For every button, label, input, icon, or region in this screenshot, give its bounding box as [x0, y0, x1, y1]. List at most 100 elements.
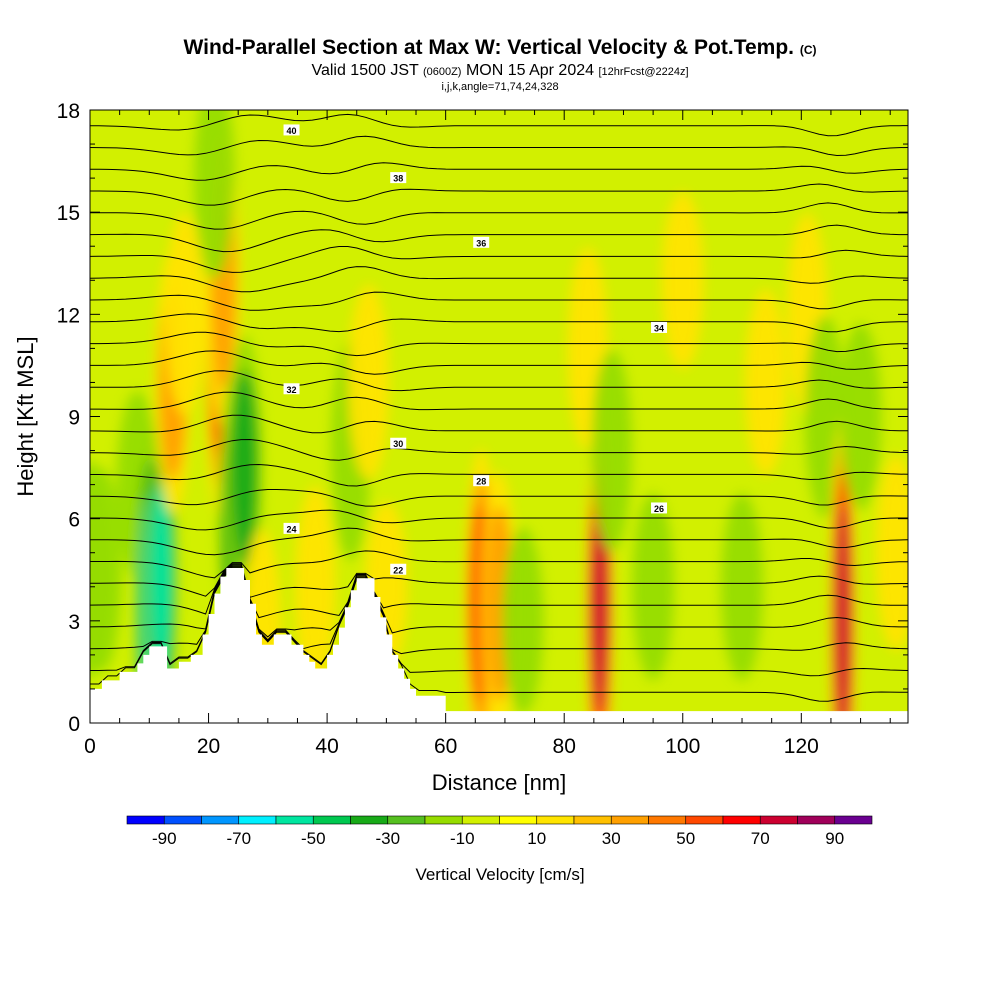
- velocity-cell: [348, 284, 390, 481]
- isentrope-line: [90, 414, 908, 434]
- colorbar-label: 90: [825, 829, 844, 848]
- isentrope-line: [90, 509, 908, 531]
- x-tick-label: 100: [665, 735, 700, 758]
- isentrope-label: 28: [473, 475, 490, 487]
- isentrope-line: [90, 291, 908, 311]
- isentrope-line: [90, 224, 908, 253]
- colorbar-swatch: [126, 815, 165, 825]
- svg-text:34: 34: [654, 323, 664, 333]
- isentrope-line: [90, 489, 908, 507]
- isentrope-line: [90, 135, 908, 157]
- colorbar-swatch: [648, 815, 687, 825]
- velocity-cell: [834, 501, 851, 723]
- velocity-cell: [194, 110, 235, 280]
- x-tick-label: 60: [434, 735, 457, 758]
- colorbar-label: -30: [375, 829, 400, 848]
- terrain-shape: [90, 568, 908, 723]
- isentrope-label: 26: [651, 502, 668, 514]
- svg-text:40: 40: [287, 126, 297, 136]
- x-tick-label: 80: [553, 735, 576, 758]
- y-tick-label: 3: [68, 611, 80, 634]
- colorbar-swatch: [201, 815, 240, 825]
- colorbar-label: 10: [527, 829, 546, 848]
- isentrope-line: [90, 463, 908, 487]
- velocity-cell: [721, 493, 763, 681]
- isentrope-line: [90, 183, 908, 206]
- chart-title-block: Wind-Parallel Section at Max W: Vertical…: [0, 36, 1000, 93]
- colorbar-label: -50: [301, 829, 326, 848]
- velocity-cell: [150, 482, 173, 678]
- isentrope-label: 30: [390, 437, 407, 449]
- colorbar-swatch: [797, 815, 836, 825]
- colorbar-swatch: [834, 815, 873, 825]
- isentrope-label: 22: [390, 563, 407, 575]
- svg-text:32: 32: [287, 385, 297, 395]
- velocity-cell: [744, 289, 787, 476]
- velocity-cell: [90, 468, 123, 671]
- velocity-cell: [230, 369, 259, 566]
- x-axis-label: Distance [nm]: [432, 770, 567, 795]
- colorbar-label: 70: [751, 829, 770, 848]
- colorbar-swatch: [275, 815, 314, 825]
- isentrope-line: [90, 202, 908, 230]
- colorbar-title: Vertical Velocity [cm/s]: [415, 865, 584, 884]
- colorbar-swatch: [461, 815, 500, 825]
- velocity-cell: [839, 323, 882, 510]
- y-tick-label: 0: [68, 713, 80, 736]
- colorbar-label: 50: [676, 829, 695, 848]
- y-tick-label: 12: [57, 304, 80, 327]
- colorbar-swatch: [685, 815, 724, 825]
- colorbar-swatch: [312, 815, 351, 825]
- velocity-cell: [501, 527, 544, 715]
- isentrope-label: 32: [283, 383, 300, 395]
- colorbar-swatch: [387, 815, 426, 825]
- y-tick-label: 6: [68, 509, 80, 532]
- colorbar-label: 30: [602, 829, 621, 848]
- svg-text:28: 28: [476, 477, 486, 487]
- isentrope-line: [90, 313, 908, 333]
- section-indices: i,j,k,angle=71,74,24,328: [441, 81, 559, 93]
- isentrope-label: 40: [283, 124, 300, 136]
- colorbar-swatch: [759, 815, 798, 825]
- svg-text:26: 26: [654, 504, 664, 514]
- isentrope-label: 38: [390, 172, 407, 184]
- velocity-cell: [591, 349, 632, 552]
- colorbar-label: -70: [226, 829, 251, 848]
- svg-text:38: 38: [393, 174, 403, 184]
- x-tick-label: 0: [84, 735, 96, 758]
- velocity-cell: [661, 191, 704, 369]
- isentrope-label: 36: [473, 236, 490, 248]
- velocity-cell: [632, 493, 674, 681]
- colorbar-swatch: [536, 815, 575, 825]
- potential-temperature-contours: 40 38 36 34 32 30 28 26 24 22: [90, 113, 908, 702]
- isentrope-line: [90, 162, 908, 181]
- isentrope-label: 24: [283, 522, 300, 534]
- isentrope-line: [90, 113, 908, 137]
- colorbar-swatch: [163, 815, 202, 825]
- x-tick-label: 40: [315, 735, 338, 758]
- chart-title: Wind-Parallel Section at Max W: Vertical…: [183, 36, 817, 59]
- x-tick-label: 20: [197, 735, 220, 758]
- valid-time: Valid 1500 JST (0600Z) MON 15 Apr 2024 […: [311, 62, 689, 79]
- y-tick-label: 18: [57, 100, 80, 123]
- isentrope-line: [90, 391, 908, 411]
- y-axis-label: Height [Kft MSL]: [13, 336, 38, 496]
- colorbar-swatch: [499, 815, 538, 825]
- velocity-cell: [591, 493, 609, 714]
- colorbar-swatch: [238, 815, 277, 825]
- isentrope-line: [90, 370, 908, 392]
- velocity-cell: [875, 454, 908, 651]
- isentrope-line: [90, 246, 908, 273]
- terrain: [90, 568, 908, 723]
- x-tick-label: 120: [784, 735, 819, 758]
- isentrope-line: [90, 527, 908, 556]
- colorbar: -90 -70 -50 -30 -10 10 30 50 70 90: [126, 815, 873, 848]
- colorbar-swatch: [722, 815, 761, 825]
- colorbar-label: -10: [450, 829, 475, 848]
- colorbar-swatch: [610, 815, 649, 825]
- isentrope-line: [90, 331, 908, 357]
- isentrope-line: [90, 350, 908, 375]
- isentrope-label: 34: [651, 321, 668, 333]
